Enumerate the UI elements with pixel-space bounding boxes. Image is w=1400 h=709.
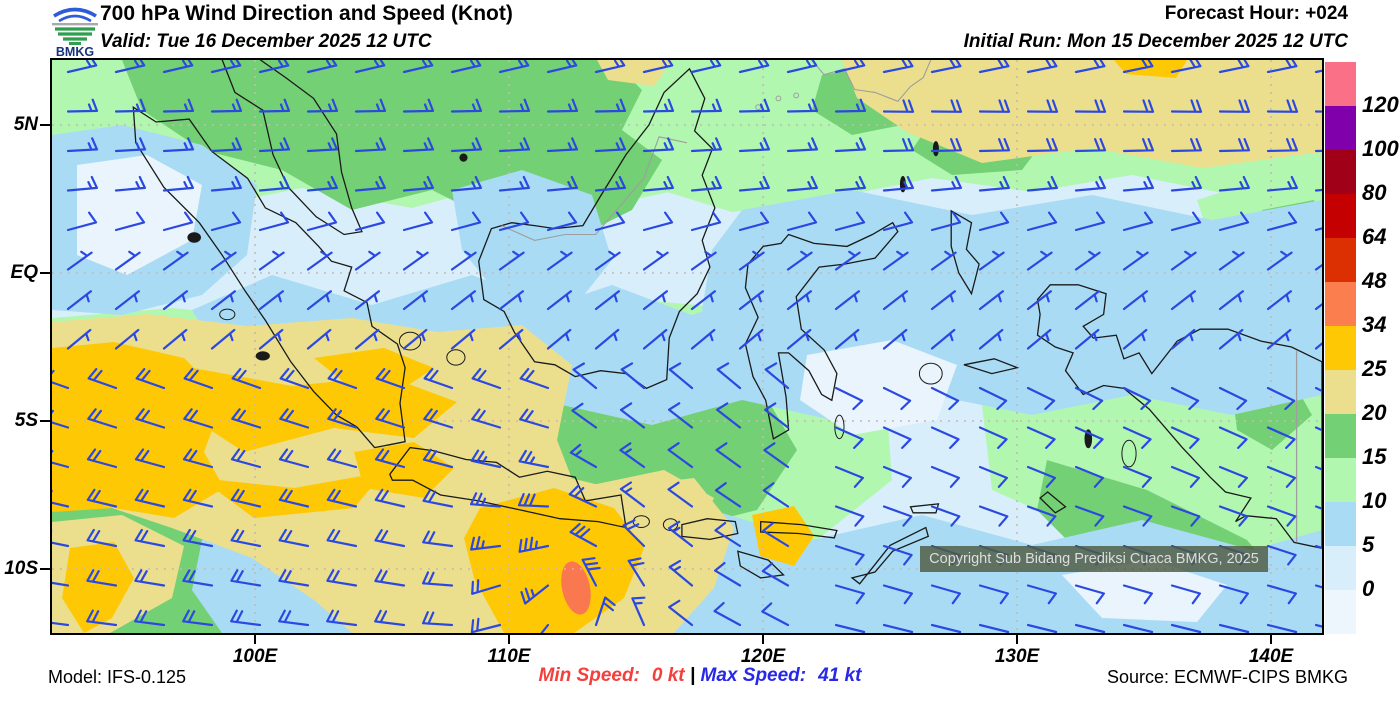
legend-cell [1325, 502, 1356, 546]
legend-label: 10 [1362, 488, 1387, 513]
lat-tick [40, 420, 51, 422]
legend-label: 5 [1362, 532, 1375, 557]
legend-cell [1325, 238, 1356, 282]
lon-label: 110E [487, 646, 531, 667]
valid-time-label: Valid: Tue 16 December 2025 12 UTC [100, 31, 432, 52]
legend-cell [1325, 414, 1356, 458]
legend-cell [1325, 106, 1356, 150]
lon-label: 130E [994, 646, 1040, 667]
wind-field-canvas [52, 60, 1322, 633]
page-title: 700 hPa Wind Direction and Speed (Knot) [100, 2, 513, 25]
legend-label: 34 [1362, 312, 1387, 337]
lon-tick [1270, 635, 1272, 644]
lat-tick [40, 272, 51, 274]
max-speed-text: Max Speed: 41 kt [700, 665, 862, 686]
logo-cloud-arc [53, 7, 97, 18]
legend-cell [1325, 370, 1356, 414]
initial-run-label: Initial Run: Mon 15 December 2025 12 UTC [963, 31, 1348, 52]
speed-separator: | [689, 665, 696, 686]
copyright-banner: Copyright Sub Bidang Prediksi Cuaca BMKG… [920, 546, 1268, 572]
legend-cell [1325, 194, 1356, 238]
legend-label: 64 [1362, 224, 1387, 249]
logo-text: BMKG [56, 45, 94, 58]
lon-tick [1016, 635, 1018, 644]
bmkg-logo: BMKG [52, 7, 98, 58]
lon-tick [762, 635, 764, 644]
legend-label: 100 [1362, 136, 1399, 161]
lat-label: EQ [10, 262, 38, 283]
legend-label: 48 [1362, 268, 1387, 293]
legend-cell [1325, 150, 1356, 194]
source-label: Source: ECMWF-CIPS BMKG [1106, 667, 1348, 687]
legend-cell [1325, 282, 1356, 326]
lon-label: 120E [740, 646, 786, 667]
legend-label: 25 [1362, 356, 1387, 381]
legend-cell [1325, 590, 1356, 634]
lon-label: 100E [232, 646, 278, 667]
lat-tick [40, 124, 51, 126]
legend-cell [1325, 326, 1356, 370]
lat-tick [40, 568, 51, 570]
lon-tick [254, 635, 256, 644]
lat-label: 5N [13, 114, 38, 135]
lon-tick [508, 635, 510, 644]
legend-label: 0 [1362, 576, 1375, 601]
forecast-hour-label: Forecast Hour: +024 [1164, 3, 1348, 24]
legend-label: 15 [1362, 444, 1387, 469]
legend-cell [1325, 62, 1356, 106]
legend-label: 120 [1362, 92, 1399, 117]
min-speed-text: Min Speed: 0 kt [538, 665, 685, 686]
legend-label: 80 [1362, 180, 1387, 205]
minmax-speed-line: Min Speed: 0 kt | Max Speed: 41 kt [0, 665, 1400, 687]
lon-label: 140E [1248, 646, 1294, 667]
legend-label: 20 [1362, 400, 1387, 425]
lat-label: 10S [4, 558, 38, 579]
lat-label: 5S [14, 410, 38, 431]
legend-cell [1325, 546, 1356, 590]
map-plot-area: Copyright Sub Bidang Prediksi Cuaca BMKG… [50, 58, 1324, 635]
model-label: Model: IFS-0.125 [48, 667, 187, 687]
legend-cell [1325, 458, 1356, 502]
